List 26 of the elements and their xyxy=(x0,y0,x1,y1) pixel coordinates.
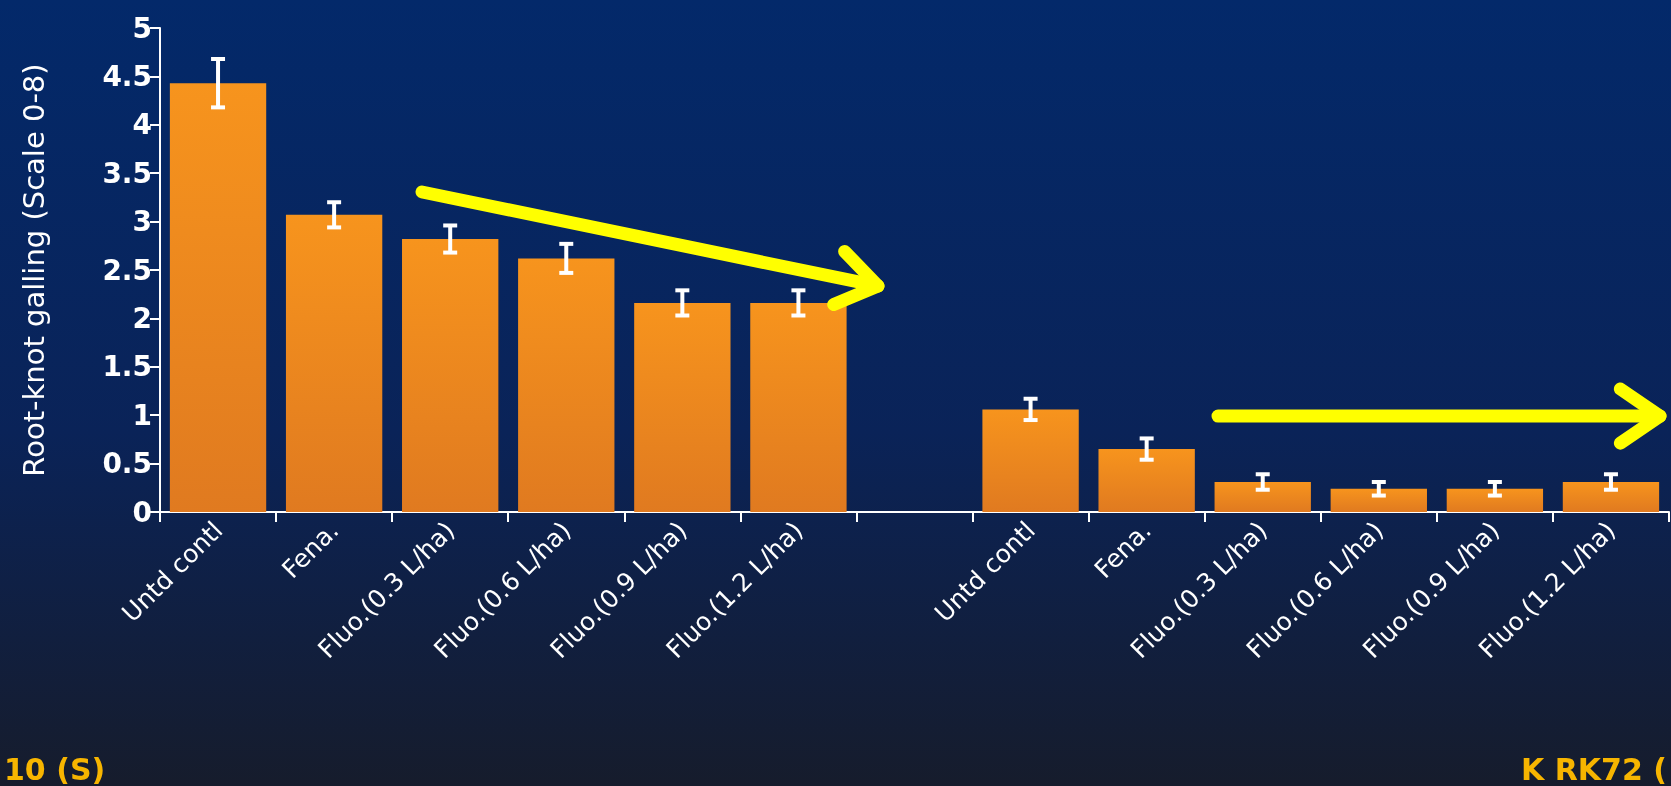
bar xyxy=(1446,488,1544,512)
y-tick-label: 4 xyxy=(132,108,152,142)
y-tick-label: 1 xyxy=(132,398,152,432)
text: 10 (S) xyxy=(4,751,106,786)
y-axis-title: Root-knot galling (Scale 0-8) xyxy=(16,63,51,477)
bar xyxy=(285,214,383,512)
y-tick-label: 3.5 xyxy=(102,156,152,190)
bar xyxy=(1098,449,1195,512)
y-tick-label: 0.5 xyxy=(102,447,152,481)
bar xyxy=(634,302,731,512)
bar xyxy=(402,239,499,512)
bar xyxy=(982,409,1079,512)
bar xyxy=(750,302,847,512)
y-tick-label: 0 xyxy=(132,495,152,529)
text: K RK72 ( xyxy=(1521,751,1668,786)
bar xyxy=(1562,481,1660,512)
y-tick-label: 2 xyxy=(132,301,152,335)
y-tick-label: 4.5 xyxy=(102,59,152,93)
y-tick-label: 1.5 xyxy=(102,350,152,384)
bar xyxy=(518,258,615,512)
y-tick-label: 2.5 xyxy=(102,253,152,287)
y-tick-label: 3 xyxy=(132,205,152,239)
bar xyxy=(169,83,267,512)
bar xyxy=(1330,488,1427,512)
y-tick-label: 5 xyxy=(132,11,152,45)
bar xyxy=(1214,481,1311,512)
